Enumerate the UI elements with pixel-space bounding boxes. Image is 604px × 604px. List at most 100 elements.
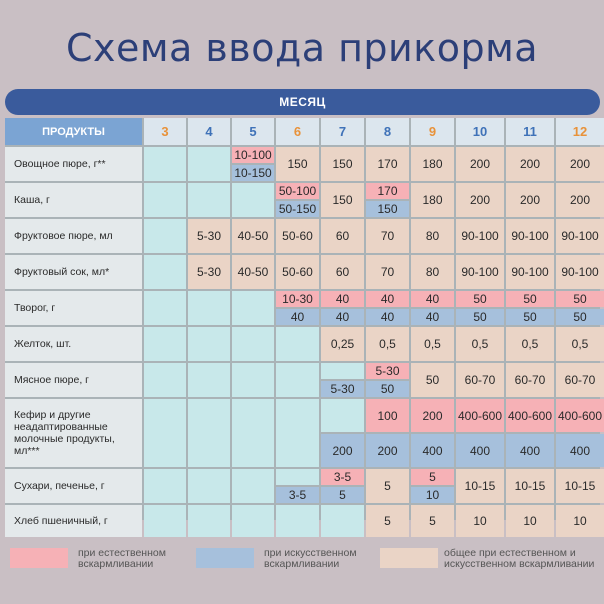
- cell-common: 70: [366, 219, 409, 253]
- feeding-schedule-table: ПРОДУКТЫ 3 4 5 6 7 8 9 10 11 12 Овощное пюре, г** 10…: [5, 118, 604, 537]
- cell-common: 50: [411, 363, 454, 397]
- cell-common: 80: [411, 255, 454, 289]
- cell-common: 200: [456, 183, 504, 217]
- cell-common: 90-100: [506, 219, 554, 253]
- empty-cell: [232, 363, 274, 397]
- empty-cell: [232, 469, 274, 503]
- cell-common: 10-15: [456, 469, 504, 503]
- row-label: Хлеб пшеничный, г: [5, 505, 142, 537]
- cell-natural-feeding: 170: [366, 183, 409, 199]
- empty-cell: [232, 399, 274, 467]
- empty-cell: [276, 505, 319, 537]
- cell-common: 200: [506, 183, 554, 217]
- cell-common: 180: [411, 183, 454, 217]
- empty-cell: [144, 327, 186, 361]
- row-label: Фруктовый сок, мл*: [5, 255, 142, 289]
- cell-common: 10-15: [506, 469, 554, 503]
- cell-common: 60: [321, 255, 364, 289]
- cell-natural-feeding: 50-100: [276, 183, 319, 199]
- legend-label: при искусственном вскармливании: [264, 547, 357, 570]
- empty-cell: [144, 291, 186, 325]
- legend-item: при естественном вскармливании: [10, 548, 190, 570]
- cell-artificial-feeding: 5: [321, 487, 364, 503]
- cell-natural-feeding: [321, 399, 364, 432]
- cell-artificial-feeding: 10: [411, 487, 454, 503]
- row-label: Мясное пюре, г: [5, 363, 142, 397]
- empty-cell: [188, 399, 230, 467]
- cell-common: 180: [411, 147, 454, 181]
- cell-artificial-feeding: 40: [321, 309, 364, 325]
- cell-common: 90-100: [556, 255, 604, 289]
- cell-natural-feeding: 40: [411, 291, 454, 307]
- cell-artificial-feeding: 50: [366, 381, 409, 397]
- header-month: 8: [366, 118, 409, 145]
- cell-natural-feeding: 10-100: [232, 147, 274, 163]
- cell-natural-feeding: 400-600: [506, 399, 554, 432]
- empty-cell: [144, 219, 186, 253]
- empty-cell: [144, 399, 186, 467]
- cell-common: 60: [321, 219, 364, 253]
- cell-common: 5-30: [188, 255, 230, 289]
- cell-common: 50-60: [276, 219, 319, 253]
- row-label: Фруктовое пюре, мл: [5, 219, 142, 253]
- cell-common: 0,5: [556, 327, 604, 361]
- cell-natural-feeding: 400-600: [456, 399, 504, 432]
- cell-artificial-feeding: 150: [366, 201, 409, 217]
- cell-common: 0,25: [321, 327, 364, 361]
- cell-common: 10-15: [556, 469, 604, 503]
- cell-common: 10: [456, 505, 504, 537]
- cell-common: 60-70: [456, 363, 504, 397]
- empty-cell: [232, 183, 274, 217]
- cell-common: 50-60: [276, 255, 319, 289]
- header-month: 3: [144, 118, 186, 145]
- cell-artificial-feeding: 50: [556, 309, 604, 325]
- cell-natural-feeding: 50: [506, 291, 554, 307]
- cell-natural-feeding: 5-30: [366, 363, 409, 379]
- cell-natural-feeding: 50: [556, 291, 604, 307]
- cell-common: 60-70: [556, 363, 604, 397]
- empty-cell: [188, 147, 230, 181]
- cell-artificial-feeding: 50-150: [276, 201, 319, 217]
- cell-common: 5: [366, 469, 409, 503]
- empty-cell: [144, 469, 186, 503]
- legend-swatch: [380, 548, 438, 568]
- cell-common: 150: [276, 147, 319, 181]
- cell-artificial-feeding: 40: [276, 309, 319, 325]
- cell-natural-feeding: 50: [456, 291, 504, 307]
- header-month: 11: [506, 118, 554, 145]
- cell-common: 5: [411, 505, 454, 537]
- cell-common: 0,5: [411, 327, 454, 361]
- empty-cell: [188, 183, 230, 217]
- cell-common: 0,5: [456, 327, 504, 361]
- cell-common: 0,5: [506, 327, 554, 361]
- cell-common: 200: [506, 147, 554, 181]
- cell-natural-feeding: 100: [366, 399, 409, 432]
- legend-swatch: [196, 548, 254, 568]
- cell-common: 90-100: [456, 219, 504, 253]
- empty-cell: [232, 327, 274, 361]
- cell-common: 90-100: [556, 219, 604, 253]
- cell-common: 200: [456, 147, 504, 181]
- cell-common: 90-100: [506, 255, 554, 289]
- cell-common: 5: [366, 505, 409, 537]
- cell-natural-feeding: 5: [411, 469, 454, 485]
- cell-natural-feeding: 3-5: [321, 469, 364, 485]
- header-month: 7: [321, 118, 364, 145]
- cell-artificial-feeding: 400: [411, 434, 454, 467]
- cell-common: 200: [556, 147, 604, 181]
- cell-common: 60-70: [506, 363, 554, 397]
- cell-natural-feeding: [321, 363, 364, 379]
- page-title: Схема ввода прикорма: [65, 26, 539, 70]
- cell-natural-feeding: 200: [411, 399, 454, 432]
- legend-item: при искусственном вскармливании: [196, 547, 376, 570]
- cell-natural-feeding: 400-600: [556, 399, 604, 432]
- cell-artificial-feeding: 5-30: [321, 381, 364, 397]
- row-label: Каша, г: [5, 183, 142, 217]
- row-label: Творог, г: [5, 291, 142, 325]
- cell-artificial-feeding: 40: [411, 309, 454, 325]
- empty-cell: [188, 363, 230, 397]
- empty-cell: [144, 363, 186, 397]
- cell-common: 10: [556, 505, 604, 537]
- header-products-label: ПРОДУКТЫ: [5, 118, 142, 145]
- empty-cell: [188, 291, 230, 325]
